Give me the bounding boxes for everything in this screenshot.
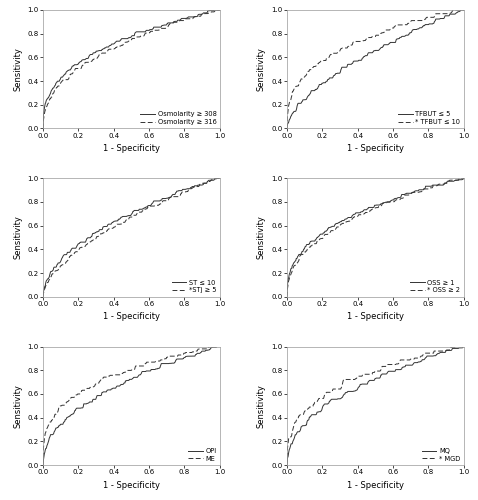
Y-axis label: Sensitivity: Sensitivity bbox=[257, 48, 266, 91]
X-axis label: 1 - Specificity: 1 - Specificity bbox=[103, 144, 160, 153]
Y-axis label: Sensitivity: Sensitivity bbox=[257, 384, 266, 428]
Y-axis label: Sensitivity: Sensitivity bbox=[13, 216, 22, 260]
X-axis label: 1 - Specificity: 1 - Specificity bbox=[347, 144, 404, 153]
Y-axis label: Sensitivity: Sensitivity bbox=[13, 48, 22, 91]
Y-axis label: Sensitivity: Sensitivity bbox=[13, 384, 22, 428]
Legend: ST ≤ 10, *STj ≥ 5: ST ≤ 10, *STj ≥ 5 bbox=[170, 278, 218, 294]
Legend: MQ, * MGD: MQ, * MGD bbox=[421, 446, 462, 463]
Y-axis label: Sensitivity: Sensitivity bbox=[257, 216, 266, 260]
X-axis label: 1 - Specificity: 1 - Specificity bbox=[347, 312, 404, 322]
X-axis label: 1 - Specificity: 1 - Specificity bbox=[103, 312, 160, 322]
Legend: Osmolarity ≥ 308, Osmolarity ≥ 316: Osmolarity ≥ 308, Osmolarity ≥ 316 bbox=[139, 110, 218, 126]
X-axis label: 1 - Specificity: 1 - Specificity bbox=[347, 480, 404, 490]
X-axis label: 1 - Specificity: 1 - Specificity bbox=[103, 480, 160, 490]
Legend: OSS ≥ 1, * OSS ≥ 2: OSS ≥ 1, * OSS ≥ 2 bbox=[409, 278, 462, 294]
Legend: TFBUT ≤ 5, * TFBUT ≤ 10: TFBUT ≤ 5, * TFBUT ≤ 10 bbox=[397, 110, 462, 126]
Legend: OPI, ME: OPI, ME bbox=[186, 446, 218, 463]
